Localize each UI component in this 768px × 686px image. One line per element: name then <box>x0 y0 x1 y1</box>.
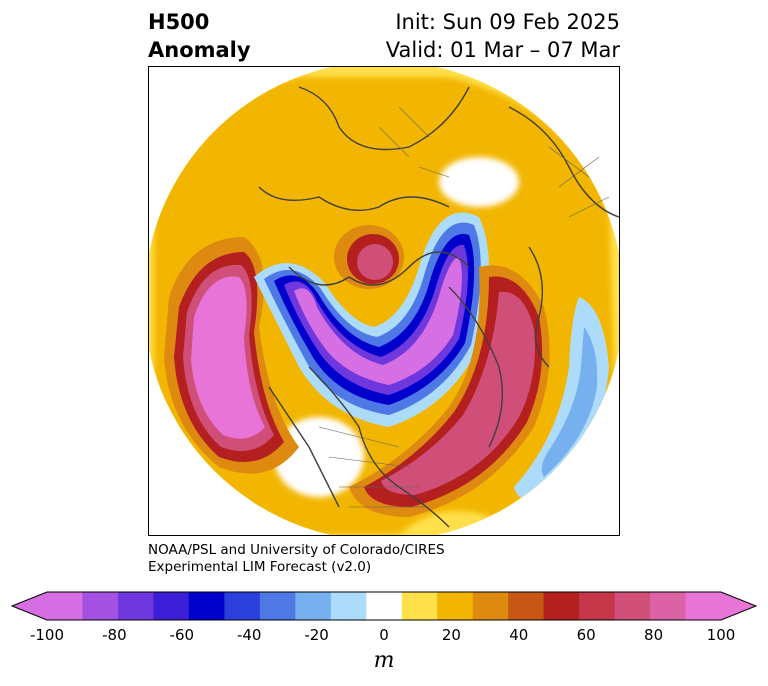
colorbar-unit-label: m <box>373 648 395 673</box>
central-negative-trough <box>254 212 489 427</box>
title-field: Anomaly <box>148 38 251 62</box>
colorbar-max-extension <box>721 592 756 620</box>
colorbar-bin <box>47 592 83 620</box>
title-variable: H500 <box>148 10 210 34</box>
colorbar-tick-label: 80 <box>644 626 664 644</box>
colorbar-bin <box>330 592 367 620</box>
colorbar-tick-label: -40 <box>236 626 262 644</box>
colorbar-bin <box>188 592 225 620</box>
colorbar-bin <box>650 592 687 620</box>
colorbar-min-extension <box>12 592 47 620</box>
colorbar-bin <box>579 592 616 620</box>
upper-positive-lobe <box>334 225 404 289</box>
colorbar-bin <box>224 592 261 620</box>
colorbar-bin <box>401 592 438 620</box>
anomaly-fill <box>149 67 619 535</box>
colorbar-bin <box>295 592 332 620</box>
valid-range: Valid: 01 Mar – 07 Mar <box>385 38 620 62</box>
colorbar-bin <box>366 592 403 620</box>
map-canvas <box>149 67 619 535</box>
colorbar-bin <box>472 592 509 620</box>
anomaly-map <box>148 66 620 536</box>
colorbar-tick-label: 20 <box>441 626 461 644</box>
colorbar-tick-label: -20 <box>304 626 329 644</box>
right-positive-lobe <box>349 265 550 517</box>
colorbar-tick-label: 60 <box>576 626 596 644</box>
colorbar-tick-label: -100 <box>29 626 65 644</box>
colorbar-tick-label: 0 <box>379 626 389 644</box>
colorbar-ticks: -100 -80 -60 -40 -20 0 20 40 60 80 100 <box>0 626 768 646</box>
colorbar-tick-label: 40 <box>509 626 529 644</box>
colorbar-bin <box>153 592 190 620</box>
title-right: Init: Sun 09 Feb 2025 Valid: 01 Mar – 07… <box>386 8 620 64</box>
right-negative-lobe <box>514 297 609 501</box>
colorbar-tick-label: -60 <box>169 626 195 644</box>
credit-line-2: Experimental LIM Forecast (v2.0) <box>148 559 372 575</box>
colorbar-bin <box>117 592 154 620</box>
colorbar-bin <box>614 592 651 620</box>
credit-text: NOAA/PSL and University of Colorado/CIRE… <box>148 542 445 576</box>
init-date: Init: Sun 09 Feb 2025 <box>395 10 620 34</box>
colorbar-bin <box>259 592 296 620</box>
colorbar-bin <box>685 592 722 620</box>
borders <box>318 106 610 508</box>
left-positive-lobe <box>164 237 299 474</box>
colorbar-bin <box>543 592 580 620</box>
colorbar-bin <box>508 592 545 620</box>
colorbar-outline <box>10 591 758 621</box>
coastlines <box>258 86 619 528</box>
colorbar-tick-label: -80 <box>102 626 127 644</box>
colorbar-bin <box>82 592 119 620</box>
colorbar <box>10 591 758 621</box>
credit-line-1: NOAA/PSL and University of Colorado/CIRE… <box>148 542 445 558</box>
title-left: H500 Anomaly <box>148 8 251 64</box>
colorbar-tick-label: 100 <box>706 626 736 644</box>
colorbar-bin <box>437 592 474 620</box>
